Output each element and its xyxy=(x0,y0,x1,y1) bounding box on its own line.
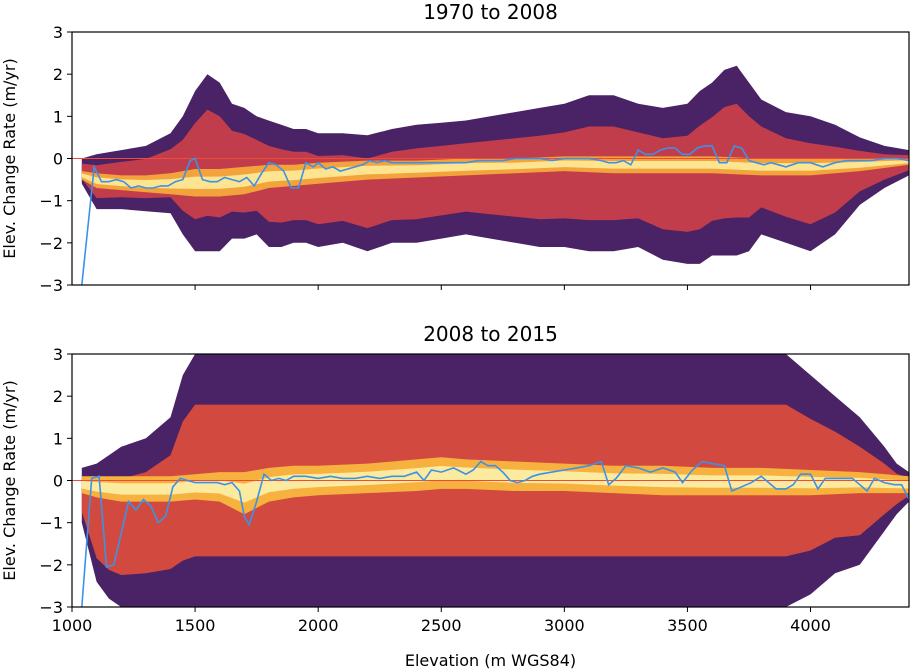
y-tick-label: 1 xyxy=(53,429,63,448)
x-tick-label: 1500 xyxy=(175,616,216,635)
panel-1970-2008: 1970 to 2008 −3 −2 −1 0 1 2 3 Elev. Change Rat… xyxy=(0,0,910,295)
panel-2008-2015: 2008 to 2015 −3 −2 −1 0 1 2 3 1000 1500 2000 2500… xyxy=(0,322,910,670)
y-tick-label: −1 xyxy=(39,514,63,533)
density-peak xyxy=(81,466,909,503)
y-tick-label: −3 xyxy=(39,598,63,617)
density-core xyxy=(81,457,909,515)
panel-title: 2008 to 2015 xyxy=(423,322,558,346)
x-tick-label: 2500 xyxy=(421,616,462,635)
y-tick-label: 3 xyxy=(53,345,63,364)
y-tick-label: 2 xyxy=(53,387,63,406)
y-tick-label: 3 xyxy=(53,23,63,42)
x-axis-ticks xyxy=(194,285,812,290)
y-tick-label: −2 xyxy=(39,234,63,253)
x-tick-label: 3000 xyxy=(544,616,585,635)
y-tick-label: 1 xyxy=(53,107,63,126)
x-tick-label: 4000 xyxy=(790,616,831,635)
y-axis-ticks: −3 −2 −1 0 1 2 3 xyxy=(39,345,72,617)
y-axis-ticks: −3 −2 −1 0 1 2 3 xyxy=(39,23,72,295)
density-peak xyxy=(81,160,909,189)
x-tick-label: 1000 xyxy=(52,616,93,635)
y-axis-label: Elev. Change Rate (m/yr) xyxy=(0,58,19,258)
median-line xyxy=(81,460,909,607)
y-tick-label: 0 xyxy=(53,472,63,491)
y-tick-label: −1 xyxy=(39,192,63,211)
x-tick-label: 3500 xyxy=(667,616,708,635)
median-line xyxy=(81,144,909,285)
y-tick-label: 0 xyxy=(53,150,63,169)
x-tick-label: 2000 xyxy=(298,616,339,635)
x-axis-label: Elevation (m WGS84) xyxy=(405,651,576,670)
x-axis-ticks: 1000 1500 2000 2500 3000 3500 4000 xyxy=(52,607,831,635)
y-tick-label: −3 xyxy=(39,276,63,295)
y-tick-label: 2 xyxy=(53,65,63,84)
y-axis-label: Elev. Change Rate (m/yr) xyxy=(0,380,19,580)
panel-title: 1970 to 2008 xyxy=(423,0,558,24)
y-tick-label: −2 xyxy=(39,556,63,575)
